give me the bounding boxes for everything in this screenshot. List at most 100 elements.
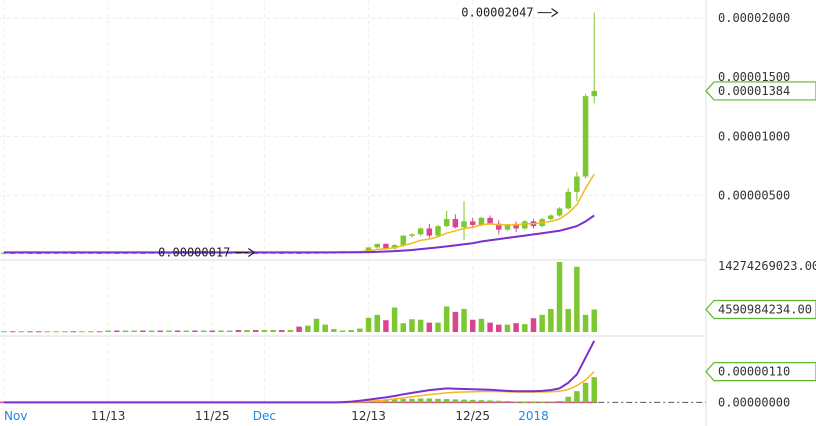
histogram-bar bbox=[530, 402, 537, 404]
volume-bar bbox=[218, 330, 224, 332]
candle[interactable] bbox=[417, 227, 424, 236]
volume-bar bbox=[270, 330, 276, 332]
volume-bar bbox=[426, 322, 433, 332]
volume-bar bbox=[226, 330, 233, 332]
arrow-right-icon bbox=[551, 8, 559, 18]
candle[interactable] bbox=[443, 210, 450, 228]
volume-bar bbox=[279, 330, 285, 332]
price-panel[interactable]: 0.00002047 0.00000017 bbox=[1, 6, 597, 260]
candle[interactable] bbox=[409, 233, 415, 238]
candle-body bbox=[478, 217, 485, 225]
histogram-bar bbox=[409, 398, 415, 403]
volume-bar bbox=[244, 330, 250, 332]
candle-body bbox=[365, 247, 372, 252]
volume-bar bbox=[461, 308, 467, 332]
candle-body bbox=[556, 208, 563, 216]
candle[interactable] bbox=[374, 243, 380, 249]
volume-bar bbox=[44, 331, 51, 333]
candle-body bbox=[504, 224, 511, 230]
tag-frame bbox=[705, 362, 816, 382]
volume-bar bbox=[305, 325, 311, 332]
histogram-bar bbox=[548, 401, 554, 403]
price-tick-label: 0.00001500 bbox=[718, 70, 790, 84]
volume-bar bbox=[313, 318, 320, 332]
volume-bar bbox=[522, 324, 528, 332]
candle[interactable] bbox=[591, 12, 597, 104]
volume-bar bbox=[452, 311, 459, 332]
volume-bar bbox=[287, 330, 294, 332]
price-tick-label: 0.00001000 bbox=[718, 129, 790, 143]
volume-bar bbox=[166, 330, 172, 332]
candle[interactable] bbox=[565, 188, 571, 210]
volume-bar bbox=[400, 323, 407, 332]
histogram-bar bbox=[435, 398, 441, 403]
histogram-bar bbox=[478, 400, 485, 403]
candle[interactable] bbox=[574, 171, 580, 202]
price-annotation: 0.00000017 bbox=[158, 245, 230, 259]
candle-body bbox=[461, 221, 467, 228]
moving-average-fast bbox=[4, 173, 595, 254]
volume-bar bbox=[18, 331, 25, 333]
candle[interactable] bbox=[452, 214, 459, 229]
date-tick-label: 11/25 bbox=[195, 409, 230, 423]
volume-bar bbox=[574, 266, 580, 332]
volume-bar bbox=[339, 330, 346, 332]
indicator-panel[interactable] bbox=[0, 340, 706, 404]
arrow-right-icon bbox=[247, 247, 256, 257]
volume-bar bbox=[443, 306, 450, 332]
volume-bar bbox=[209, 330, 216, 332]
current-indicator-tag: 0.00000110 bbox=[705, 362, 816, 382]
candle[interactable] bbox=[426, 223, 433, 238]
volume-bar bbox=[391, 307, 398, 332]
volume-bar bbox=[504, 324, 511, 332]
date-tick-label: 2018 bbox=[518, 409, 549, 423]
candle-body bbox=[417, 228, 424, 235]
volume-bar bbox=[62, 331, 68, 333]
volume-bar bbox=[591, 309, 597, 332]
candle[interactable] bbox=[548, 214, 554, 221]
candle-body bbox=[383, 243, 389, 249]
candle[interactable] bbox=[513, 221, 519, 233]
macd-line bbox=[4, 340, 596, 404]
volume-bar bbox=[174, 330, 181, 332]
histogram-bar bbox=[591, 377, 597, 403]
volume-bar bbox=[296, 326, 302, 332]
grid-lines bbox=[0, 0, 707, 426]
tag-frame bbox=[705, 299, 816, 320]
candle-body bbox=[391, 245, 398, 249]
candle[interactable] bbox=[556, 207, 563, 217]
volume-bar bbox=[331, 329, 337, 332]
volume-bar bbox=[556, 262, 563, 332]
volume-bar bbox=[53, 331, 59, 333]
candle[interactable] bbox=[522, 220, 528, 230]
candle[interactable] bbox=[435, 224, 441, 237]
price-axis: 0.00002000 0.00001500 0.00001000 0.00000500… bbox=[705, 11, 816, 409]
volume-panel[interactable] bbox=[1, 262, 597, 333]
candle[interactable] bbox=[461, 201, 467, 241]
volume-bar bbox=[357, 328, 363, 332]
volume-bar bbox=[9, 331, 16, 333]
volume-bar bbox=[478, 318, 485, 332]
volume-bar bbox=[417, 319, 424, 332]
volume-bar bbox=[322, 324, 328, 332]
candle[interactable] bbox=[496, 220, 502, 235]
candle-body bbox=[426, 228, 433, 236]
candle[interactable] bbox=[391, 243, 398, 250]
candle[interactable] bbox=[582, 93, 589, 179]
volume-bar bbox=[383, 320, 389, 332]
candle[interactable] bbox=[400, 235, 407, 247]
candle-body bbox=[452, 219, 459, 228]
tag-value: 4590984234.00 bbox=[718, 302, 812, 316]
price-tick-label: 0.00002000 bbox=[718, 11, 790, 25]
histogram-bar bbox=[461, 399, 467, 403]
tag-value: 0.00001384 bbox=[718, 84, 790, 98]
volume-bar bbox=[88, 331, 94, 333]
volume-bar bbox=[200, 330, 207, 332]
histogram-bar bbox=[539, 401, 545, 403]
current-price-tag: 0.00001384 bbox=[705, 81, 816, 101]
volume-bar bbox=[114, 330, 120, 332]
volume-bar bbox=[496, 324, 502, 332]
volume-bar bbox=[513, 323, 519, 332]
